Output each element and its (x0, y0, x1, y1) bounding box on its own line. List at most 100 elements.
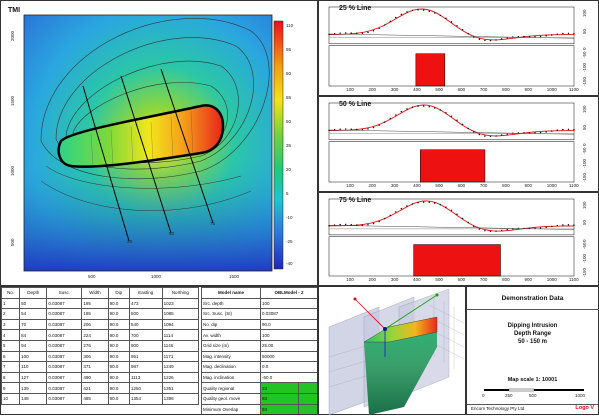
y-tick-label: 2000 (10, 31, 15, 41)
profile-x-tick: 700 (480, 277, 488, 282)
source-block (420, 150, 485, 182)
table-cell: 0.03087 (47, 298, 82, 309)
profile-y-tick: 100 (582, 201, 587, 209)
observed-point (390, 215, 391, 216)
table-cell: 206 (82, 319, 108, 330)
observed-point (540, 36, 541, 37)
y-tick-label: 1500 (10, 96, 15, 106)
table-cell: 1 (2, 298, 20, 309)
observed-point (412, 203, 413, 204)
table-cell: 3 (2, 319, 20, 330)
table-cell: 0.03087 (47, 393, 82, 404)
column-header[interactable]: Easting (129, 288, 162, 299)
column-header[interactable]: No. (2, 288, 20, 299)
observed-point (545, 131, 546, 132)
profile-plot[interactable] (319, 97, 599, 192)
observed-point (484, 230, 485, 231)
table-cell: 490 (82, 372, 108, 383)
table-cell: 4 (2, 330, 20, 341)
results-value: 50000 (261, 351, 318, 362)
table-cell: 0.03087 (47, 309, 82, 320)
observed-point (351, 129, 352, 130)
observed-point (495, 135, 496, 136)
observed-point (417, 106, 418, 107)
observed-point (434, 12, 435, 13)
results-value: 100 (261, 298, 318, 309)
observed-point (423, 9, 424, 10)
observed-point (390, 118, 391, 119)
observed-point (384, 121, 385, 122)
observed-point (456, 214, 457, 215)
column-header[interactable]: Depth (20, 288, 47, 299)
colorbar-tick: -10 (286, 215, 293, 220)
results-row: Src. Susc. (SI)0.03087 (202, 309, 318, 320)
observed-point (468, 33, 469, 34)
tmi-map-panel[interactable]: TMI (0, 0, 318, 286)
quality-value: 93 (261, 393, 299, 404)
quality-bar (299, 393, 318, 404)
observed-point (551, 34, 552, 35)
results-label: Mag. inclination (202, 372, 261, 383)
upper-plot-frame (329, 7, 574, 44)
table-cell: 951 (129, 351, 162, 362)
logo: Logo V (575, 405, 594, 411)
3d-view-panel[interactable] (318, 286, 466, 415)
observed-point (429, 202, 430, 203)
observed-point (462, 29, 463, 30)
quality-value: 93 (261, 404, 299, 415)
map-canvas[interactable] (1, 1, 319, 287)
profile-x-tick: 500 (435, 277, 443, 282)
table-cell: 1113 (129, 372, 162, 383)
table-cell: 371 (82, 362, 108, 373)
observed-point (490, 136, 491, 137)
results-label: Mag. declination (202, 362, 261, 373)
profile-y-tick: 50 (582, 125, 587, 130)
scale-tick: 250 (505, 393, 513, 398)
observed-point (545, 227, 546, 228)
profile-plot[interactable] (319, 1, 599, 96)
profile-x-tick: 1100 (569, 183, 579, 188)
observed-point (373, 223, 374, 224)
quality-label: Minimum Overlap (202, 404, 261, 415)
y-tick-label: 500 (10, 238, 15, 246)
results-value: 0.0 (261, 362, 318, 373)
quality-value: 33 (261, 383, 299, 394)
results-label: Grid size (m) (202, 340, 261, 351)
observed-point (568, 33, 569, 34)
quality-bar (299, 404, 318, 415)
column-header[interactable]: Dip (108, 288, 129, 299)
column-header[interactable]: Northing (162, 288, 198, 299)
observed-point (412, 106, 413, 107)
observed-point (456, 120, 457, 121)
3d-scene[interactable] (319, 287, 467, 416)
observed-point (356, 129, 357, 130)
profile-y-tick: 50 (582, 29, 587, 34)
observed-point (356, 33, 357, 34)
profile-plot[interactable] (319, 193, 599, 286)
table-cell: 90.0 (108, 351, 129, 362)
observed-point (395, 114, 396, 115)
x-tick-label: 1500 (229, 274, 239, 279)
column-header[interactable]: Width (82, 288, 108, 299)
column-header[interactable]: Susc. (47, 288, 82, 299)
observed-point (568, 224, 569, 225)
profile-x-tick: 400 (413, 277, 421, 282)
upper-plot-frame (329, 103, 574, 140)
quality-bar (299, 383, 318, 394)
observed-point (562, 33, 563, 34)
